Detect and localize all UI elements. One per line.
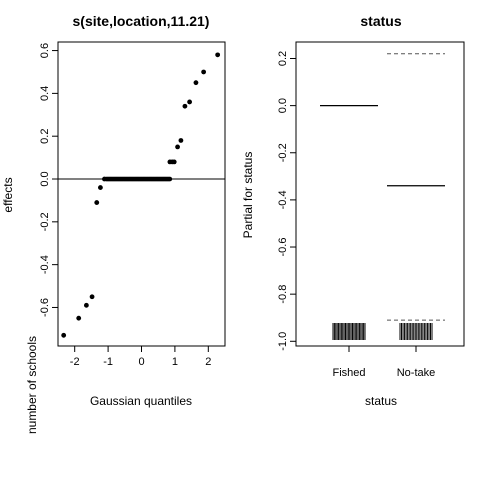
y-tick-label: 0.2 xyxy=(277,51,289,66)
y-axis-label-right: Partial for status xyxy=(241,152,255,239)
y-tick-label: 0.2 xyxy=(39,129,51,144)
y-tick-label: 0.0 xyxy=(277,98,289,113)
y-tick-label: -0.2 xyxy=(277,143,289,162)
panel-status: status Fished No-take -1.0 -0.8 -0.6 -0.4 -0.2… xyxy=(241,13,465,408)
y-tick-label: -0.6 xyxy=(277,238,289,257)
y-tick-label: -0.4 xyxy=(39,255,51,274)
data-point xyxy=(98,185,103,190)
overlay-y-label: number of schools xyxy=(25,336,39,434)
plot-frame-right xyxy=(295,41,465,347)
panel-smooth-effects: s(site,location,11.21) -2 -1 0 1 2 -0.6 -0.4 -0… xyxy=(1,13,226,434)
data-point xyxy=(187,99,192,105)
data-point xyxy=(182,103,188,109)
chart-title-status: status xyxy=(360,13,401,29)
data-point xyxy=(215,52,221,58)
y-tick-label: -0.2 xyxy=(39,212,51,231)
y-tick-label: -1.0 xyxy=(277,332,289,351)
y-tick-label: -0.8 xyxy=(277,285,289,304)
y-axis-label-left: effects xyxy=(1,177,15,212)
y-tick-label: 0.6 xyxy=(39,43,51,58)
data-point xyxy=(61,332,67,338)
plot-area-right: Fished No-take -1.0 -0.8 -0.6 -0.4 -0.2 0.0 0.2 xyxy=(277,51,445,379)
data-point xyxy=(171,159,177,165)
x-tick-label: No-take xyxy=(397,367,436,379)
data-point xyxy=(193,80,199,86)
data-point xyxy=(83,302,89,308)
data-point xyxy=(102,176,107,182)
y-tick-label: -0.4 xyxy=(277,190,289,209)
x-tick-label: -2 xyxy=(70,356,80,368)
x-tick-label: -1 xyxy=(103,356,113,368)
x-tick-label: 1 xyxy=(172,356,178,368)
y-tick-label: 0.4 xyxy=(39,86,51,101)
plot-frame-left xyxy=(57,41,226,347)
x-axis-label-left: Gaussian quantiles xyxy=(90,394,192,408)
x-tick-label: Fished xyxy=(332,367,365,379)
data-point xyxy=(201,69,207,75)
x-tick-label: 2 xyxy=(205,356,211,368)
data-point-zero xyxy=(167,176,173,182)
y-tick-label: 0.0 xyxy=(39,171,51,186)
data-point xyxy=(94,200,100,205)
chart-title-smooth: s(site,location,11.21) xyxy=(73,13,210,29)
data-point xyxy=(76,315,82,321)
plot-area-left: -2 -1 0 1 2 -0.6 -0.4 -0.2 0.0 0.2 0.4 0.6 xyxy=(39,43,225,368)
x-tick-label: 0 xyxy=(138,356,144,368)
data-point xyxy=(89,294,95,300)
data-point xyxy=(175,144,180,150)
x-axis-label-right: status xyxy=(365,394,397,408)
y-tick-label: -0.6 xyxy=(39,298,51,317)
data-point xyxy=(178,138,184,143)
